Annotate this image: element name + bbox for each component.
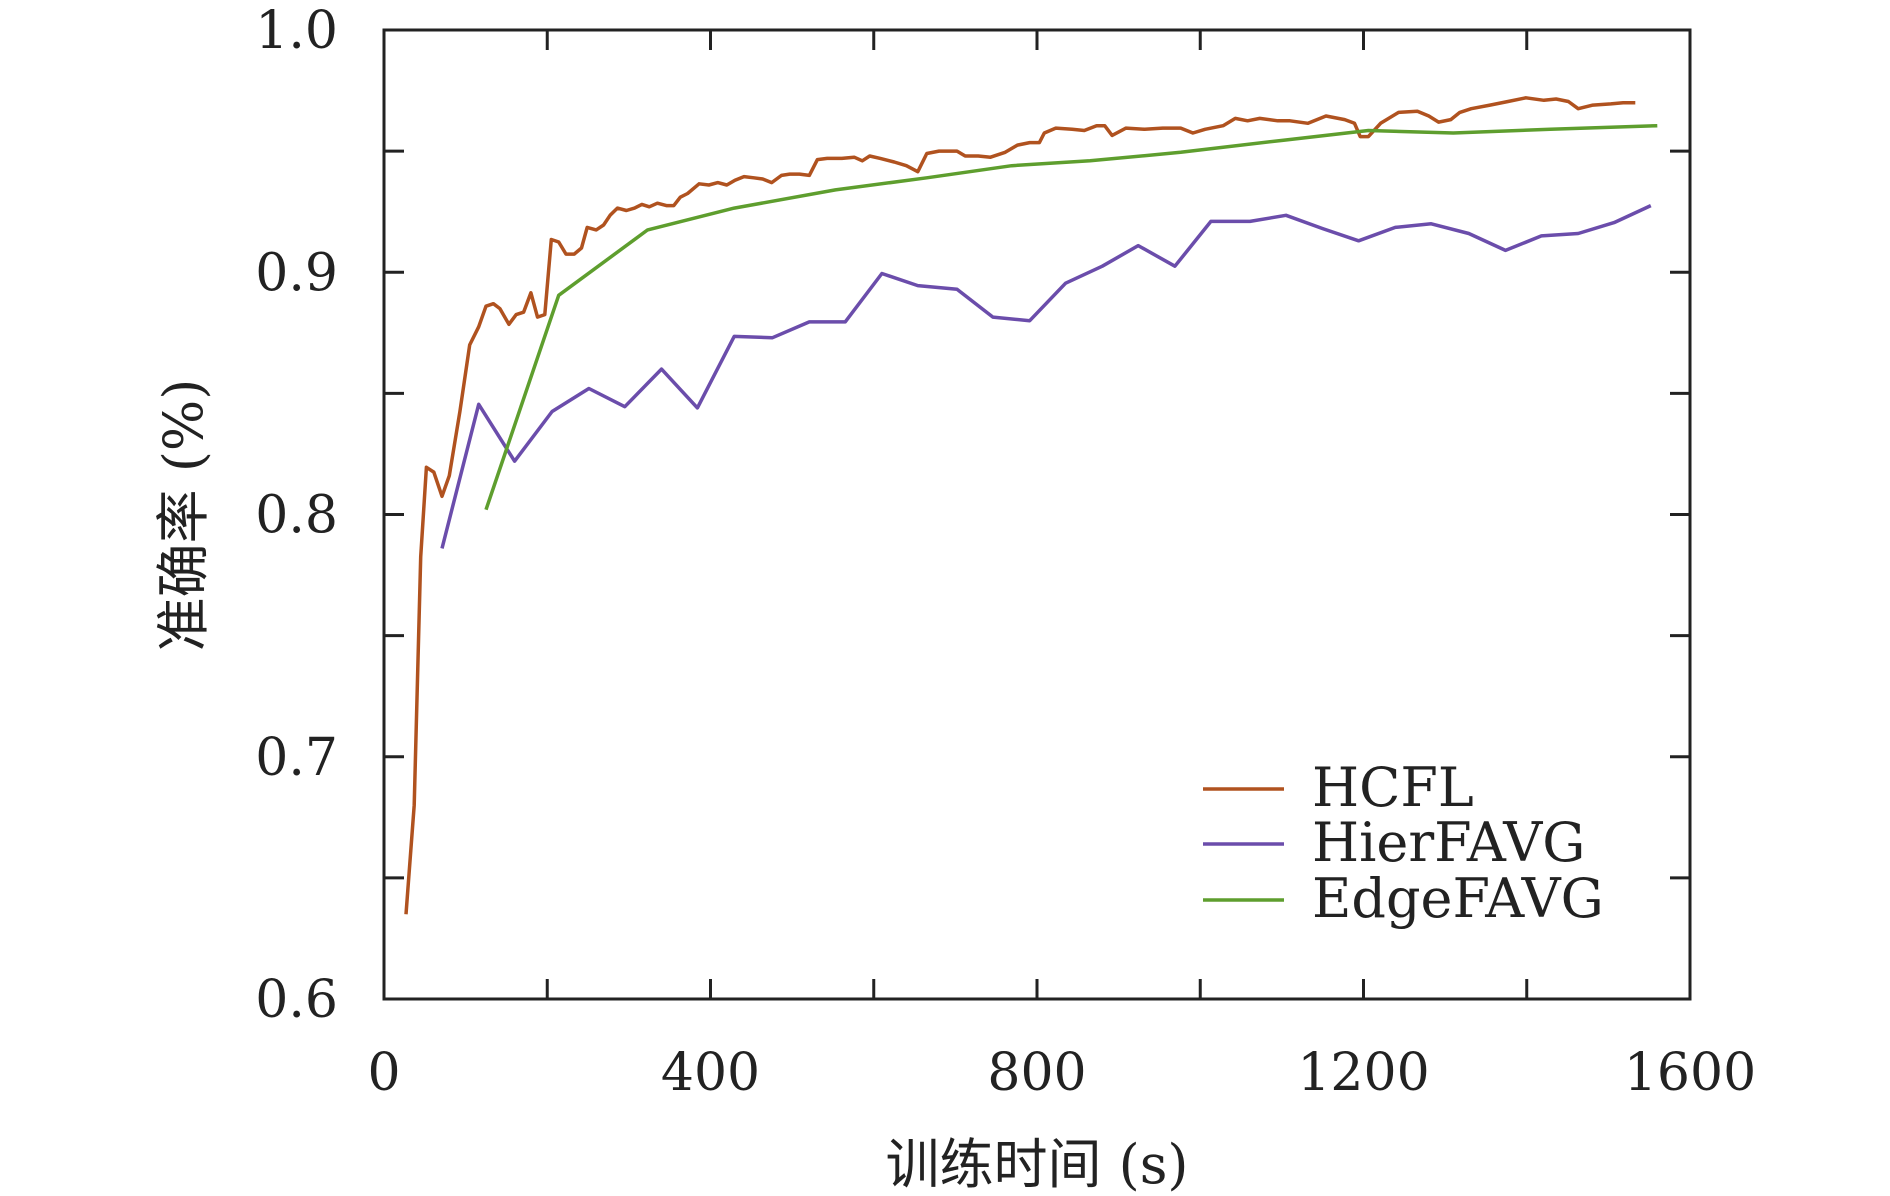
x-axis-label: 训练时间 (s) [885,1133,1188,1196]
legend-label-hierfavg: HierFAVG [1312,811,1585,874]
y-axis-label: 准确率 (%) [152,379,215,652]
y-tick-label: 0.9 [255,243,338,303]
x-tick-label: 1200 [1297,1043,1429,1103]
y-tick-labels: 0.6 0.7 0.8 0.9 1.0 [255,1,338,1030]
legend-label-hcfl: HCFL [1312,756,1474,819]
y-tick-label: 0.8 [255,486,338,546]
series-line-edgefavg [484,123,1658,511]
y-tick-label: 0.6 [255,970,338,1030]
legend: HCFL HierFAVG EdgeFAVG [1203,756,1604,930]
x-tick-labels: 0 400 800 1200 1600 [367,1043,1756,1103]
x-tick-label: 1600 [1624,1043,1756,1103]
x-tick-label: 800 [987,1043,1086,1103]
series-lines [404,96,1658,915]
plot-frame [382,28,1692,1001]
y-tick-label: 1.0 [255,1,338,61]
series-line-hierfavg [440,204,1652,549]
series-line-hcfl [404,96,1636,915]
x-tick-label: 400 [661,1043,760,1103]
y-tick-label: 0.7 [255,728,338,788]
legend-label-edgefavg: EdgeFAVG [1312,867,1604,930]
x-tick-label: 0 [367,1043,400,1103]
